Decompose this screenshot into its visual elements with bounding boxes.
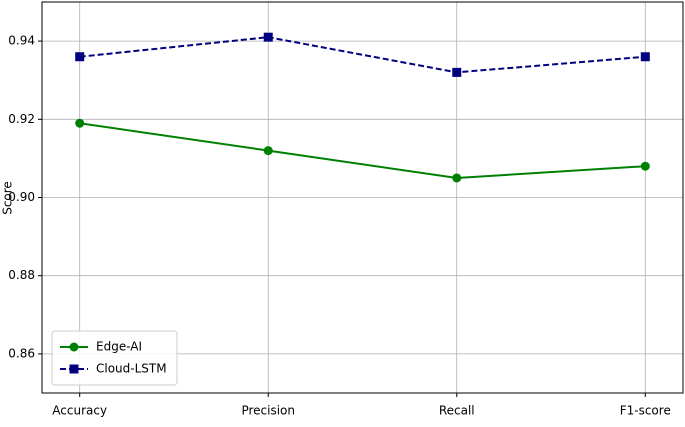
series-line (79, 36, 646, 74)
point (640, 161, 650, 171)
point (452, 173, 462, 183)
y-tick-label: 0.86 (8, 346, 35, 360)
point (452, 67, 462, 77)
y-tick-label: 0.88 (8, 268, 35, 282)
x-tick-label: Precision (241, 404, 295, 418)
legend-label: Edge-AI (96, 340, 142, 354)
legend-box (51, 330, 178, 386)
plot-frame (41, 1, 684, 394)
legend-label: Cloud-LSTM (96, 362, 167, 376)
legend-marker (69, 342, 79, 352)
y-axis-label: Score (1, 181, 15, 215)
y-tick-label: 0.92 (8, 112, 35, 126)
x-tick-label: Accuracy (52, 404, 107, 418)
y-tick-label: 0.90 (8, 190, 35, 204)
series-line (79, 122, 646, 179)
y-tick-label: 0.94 (8, 34, 35, 48)
point (75, 52, 85, 62)
point (75, 118, 85, 128)
x-tick-label: F1-score (620, 404, 671, 418)
point (263, 146, 273, 156)
point (263, 32, 273, 42)
point (640, 52, 650, 62)
legend-marker (69, 364, 79, 374)
x-tick-label: Recall (439, 404, 475, 418)
